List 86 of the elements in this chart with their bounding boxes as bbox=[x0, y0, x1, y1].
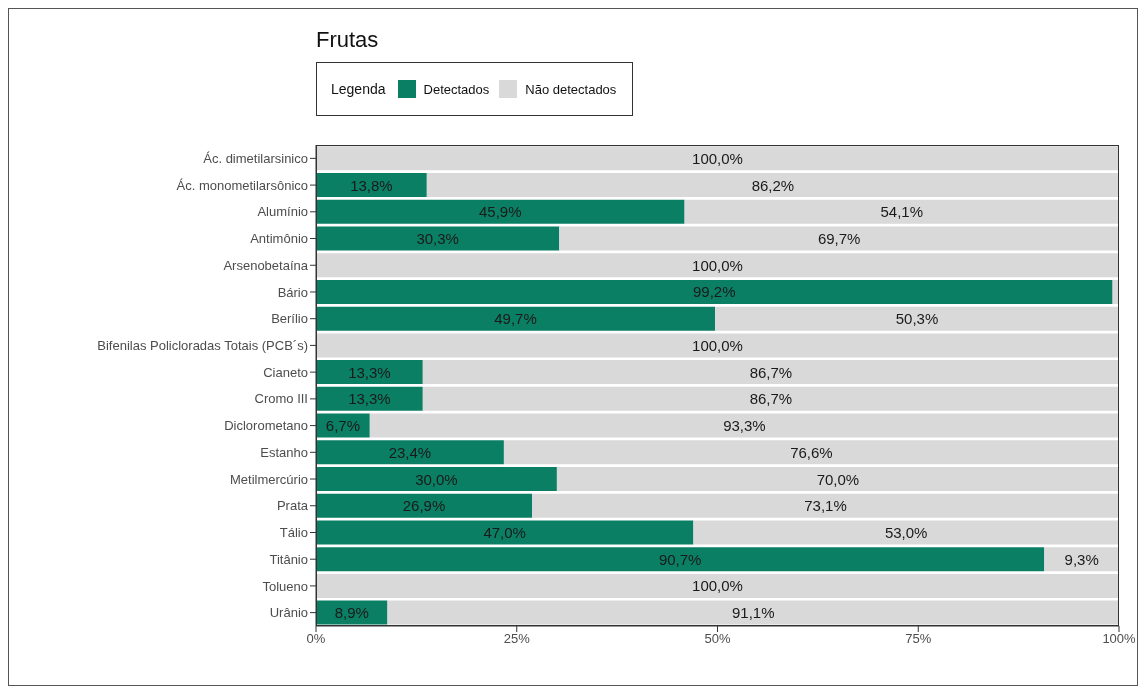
data-label: 53,0% bbox=[884, 523, 928, 541]
bar bbox=[316, 279, 1113, 304]
bar bbox=[316, 547, 1045, 572]
y-tick-label: Cromo III bbox=[254, 391, 308, 407]
bar bbox=[316, 306, 716, 331]
y-tick-label: Diclorometano bbox=[224, 418, 308, 434]
data-label: 47,0% bbox=[483, 523, 526, 541]
data-label: 91,1% bbox=[731, 604, 775, 622]
bar bbox=[316, 493, 533, 518]
bar bbox=[316, 573, 1119, 598]
legend-title: Legenda bbox=[331, 81, 386, 97]
y-tick-label: Alumínio bbox=[257, 204, 308, 220]
bar bbox=[369, 413, 1119, 438]
bar bbox=[316, 520, 694, 545]
data-label: 100,0% bbox=[692, 336, 743, 354]
y-tick-label: Titânio bbox=[269, 551, 308, 567]
data-label: 9,3% bbox=[1064, 550, 1099, 568]
data-label: 86,7% bbox=[749, 363, 793, 381]
y-tick-label: Estanho bbox=[260, 444, 308, 460]
y-tick-label: Ác. dimetilarsinico bbox=[203, 150, 308, 166]
x-tick-label: 75% bbox=[905, 631, 932, 647]
bar bbox=[715, 306, 1119, 331]
bar bbox=[422, 386, 1119, 411]
data-label: 69,7% bbox=[817, 230, 861, 247]
data-label: 100,0% bbox=[692, 149, 743, 167]
bar bbox=[316, 333, 1119, 358]
data-label: 76,6% bbox=[790, 443, 833, 461]
bar bbox=[503, 440, 1119, 465]
y-tick-label: Bário bbox=[277, 284, 308, 300]
data-label: 100,0% bbox=[692, 577, 743, 595]
bar bbox=[316, 360, 423, 385]
data-label: 26,9% bbox=[402, 497, 446, 515]
data-label: 50,3% bbox=[895, 310, 939, 328]
data-label: 49,7% bbox=[494, 310, 537, 328]
x-tick-label: 25% bbox=[503, 631, 531, 647]
bar bbox=[532, 493, 1119, 518]
data-label: 54,1% bbox=[880, 203, 924, 221]
y-tick-label: Tálio bbox=[279, 525, 308, 541]
x-tick-label: 0% bbox=[306, 631, 326, 647]
bar bbox=[556, 467, 1119, 491]
y-tick-label: Tolueno bbox=[262, 578, 308, 594]
y-tick-label: Metilmercúrio bbox=[229, 471, 308, 487]
bar bbox=[426, 173, 1119, 198]
data-label: 99,2% bbox=[693, 283, 736, 301]
data-label: 70,0% bbox=[816, 470, 860, 488]
y-tick-label: Urânio bbox=[269, 605, 308, 621]
data-label: 100,0% bbox=[692, 256, 743, 274]
bar bbox=[693, 520, 1119, 545]
x-tick-label: 50% bbox=[704, 631, 731, 647]
y-tick-label: Berílio bbox=[271, 311, 308, 327]
x-tick-label: 100% bbox=[1102, 631, 1137, 647]
data-label: 90,7% bbox=[658, 550, 702, 568]
data-label: 23,4% bbox=[388, 443, 432, 461]
legend-label: Não detectados bbox=[525, 81, 617, 97]
chart-title: Frutas bbox=[316, 27, 379, 53]
y-tick-label: Cianeto bbox=[263, 364, 308, 380]
y-tick-label: Arsenobetaína bbox=[223, 257, 309, 273]
bar bbox=[684, 199, 1119, 224]
data-label: 13,3% bbox=[348, 390, 391, 408]
y-tick-label: Antimônio bbox=[250, 231, 308, 247]
legend-label: Detectados bbox=[423, 81, 490, 97]
bar bbox=[316, 440, 504, 465]
y-tick-label: Prata bbox=[276, 498, 309, 514]
bar bbox=[316, 253, 1119, 278]
data-label: 86,7% bbox=[749, 390, 793, 408]
bar bbox=[316, 199, 685, 224]
data-label: 86,2% bbox=[751, 176, 795, 194]
bar bbox=[422, 360, 1119, 385]
y-tick-label: Ác. monometilarsônico bbox=[176, 177, 308, 193]
data-label: 13,3% bbox=[348, 363, 391, 381]
data-label: 8,9% bbox=[334, 604, 369, 622]
data-label: 6,7% bbox=[325, 417, 360, 435]
bar bbox=[316, 386, 423, 411]
data-label: 30,0% bbox=[415, 470, 458, 488]
bar bbox=[316, 173, 427, 198]
bar bbox=[316, 467, 557, 491]
data-label: 30,3% bbox=[416, 230, 459, 247]
data-label: 73,1% bbox=[804, 497, 847, 515]
bar bbox=[559, 226, 1119, 251]
data-label: 13,8% bbox=[350, 176, 393, 194]
bar bbox=[316, 146, 1119, 171]
bar bbox=[387, 600, 1119, 625]
bar bbox=[316, 226, 560, 251]
data-label: 93,3% bbox=[723, 417, 766, 435]
y-tick-label: Bifenilas Policloradas Totais (PCB´s) bbox=[97, 338, 308, 354]
data-label: 45,9% bbox=[479, 203, 522, 221]
